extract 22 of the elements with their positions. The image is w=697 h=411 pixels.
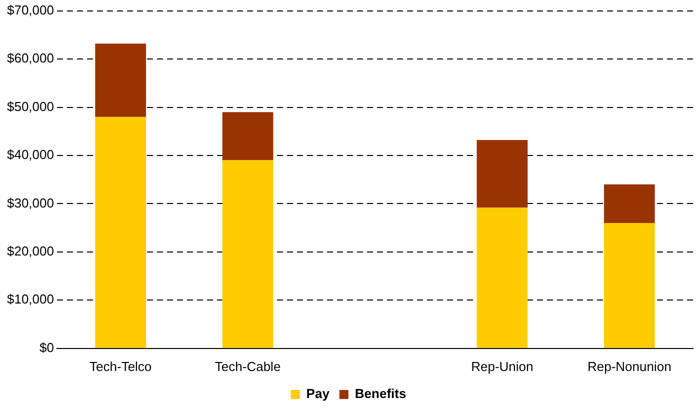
bar xyxy=(95,116,146,348)
x-tick-label: Tech-Cable xyxy=(214,358,281,374)
y-tick-label: $20,000 xyxy=(6,244,54,259)
y-tick-label: $30,000 xyxy=(6,195,54,210)
bar xyxy=(95,44,146,117)
x-tick-label: Rep-Union xyxy=(471,358,534,374)
y-tick-label: $0 xyxy=(40,340,54,355)
bar xyxy=(222,160,274,348)
legend-label: Pay xyxy=(306,386,330,402)
legend-label: Benefits xyxy=(354,386,406,402)
bar xyxy=(604,184,655,224)
y-tick-label: $40,000 xyxy=(6,147,54,162)
bar xyxy=(476,208,528,348)
y-tick-label: $70,000 xyxy=(6,2,54,18)
y-tick-label: $50,000 xyxy=(6,98,54,114)
x-tick-label: Tech-Telco xyxy=(90,358,152,374)
bar xyxy=(604,223,655,348)
bar xyxy=(476,140,528,208)
y-tick-label: $10,000 xyxy=(6,292,54,307)
x-tick-label: Rep-Nonunion xyxy=(587,358,672,374)
bar xyxy=(222,112,274,160)
y-tick-label: $60,000 xyxy=(6,50,54,66)
